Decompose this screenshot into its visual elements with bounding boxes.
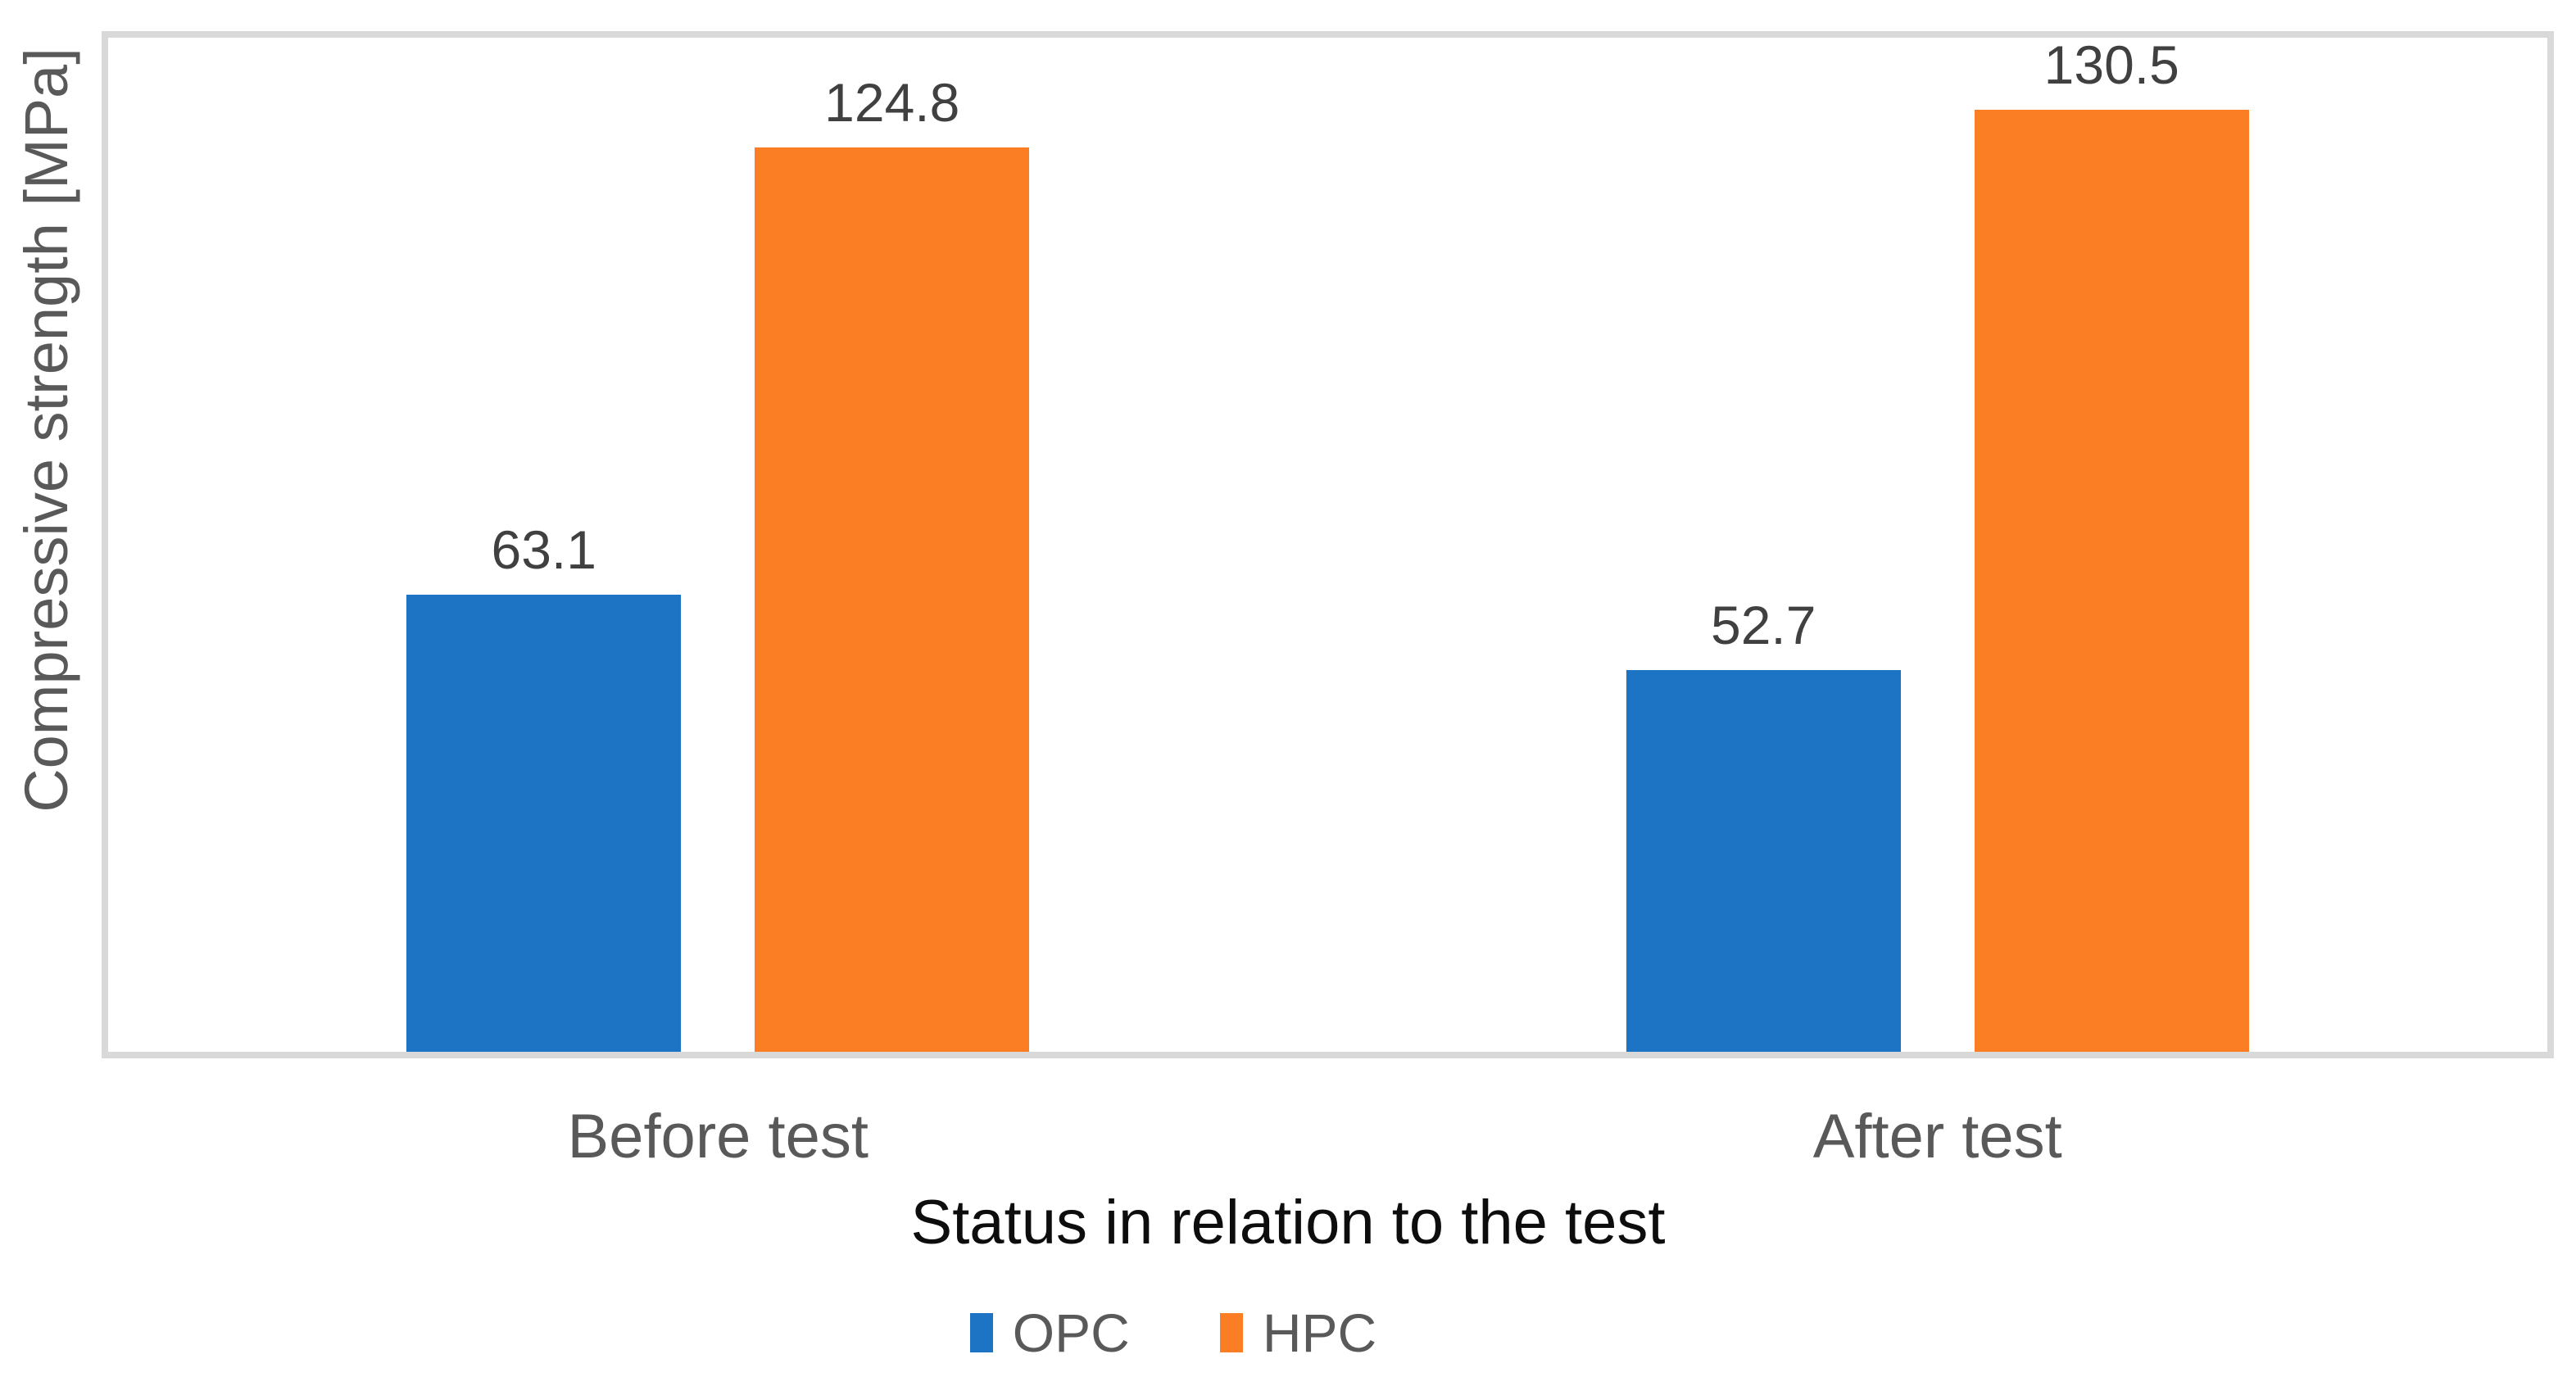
- bar-value-label-opc-before-test: 63.1: [491, 519, 596, 581]
- legend-label-opc: OPC: [1012, 1302, 1130, 1363]
- legend-item-hpc: HPC: [1219, 1302, 1377, 1363]
- category-group-after-test: 52.7 130.5: [1328, 38, 2548, 1052]
- x-axis-category-labels: Before test After test: [108, 1106, 2547, 1168]
- bar-rect-hpc-after-test: [1974, 110, 2249, 1052]
- bar-value-label-hpc-after-test: 130.5: [2043, 34, 2179, 95]
- category-label-after-test: After test: [1812, 1102, 2062, 1171]
- y-axis-title: Compressive strength [MPa]: [12, 48, 80, 813]
- chart-legend: OPC HPC: [0, 1306, 2461, 1360]
- plot-area: 63.1 124.8 52.7 130.5: [102, 31, 2554, 1058]
- legend-swatch-hpc: [1219, 1313, 1243, 1352]
- x-axis-title: Status in relation to the test: [910, 1188, 1666, 1257]
- bar-opc-before-test: 63.1: [406, 38, 682, 1052]
- bar-hpc-before-test: 124.8: [755, 38, 1030, 1052]
- bar-hpc-after-test: 130.5: [1974, 34, 2249, 1052]
- category-label-before-test: Before test: [567, 1102, 869, 1171]
- bar-value-label-opc-after-test: 52.7: [1711, 594, 1816, 655]
- legend-label-hpc: HPC: [1262, 1302, 1377, 1363]
- bar-value-label-hpc-before-test: 124.8: [824, 72, 960, 134]
- bar-rect-opc-after-test: [1626, 669, 1901, 1052]
- legend-swatch-opc: [969, 1313, 993, 1352]
- bar-opc-after-test: 52.7: [1626, 38, 1901, 1052]
- category-group-before-test: 63.1 124.8: [108, 38, 1328, 1052]
- legend-item-opc: OPC: [969, 1302, 1130, 1363]
- bar-rect-hpc-before-test: [755, 147, 1030, 1052]
- bar-rect-opc-before-test: [406, 595, 682, 1052]
